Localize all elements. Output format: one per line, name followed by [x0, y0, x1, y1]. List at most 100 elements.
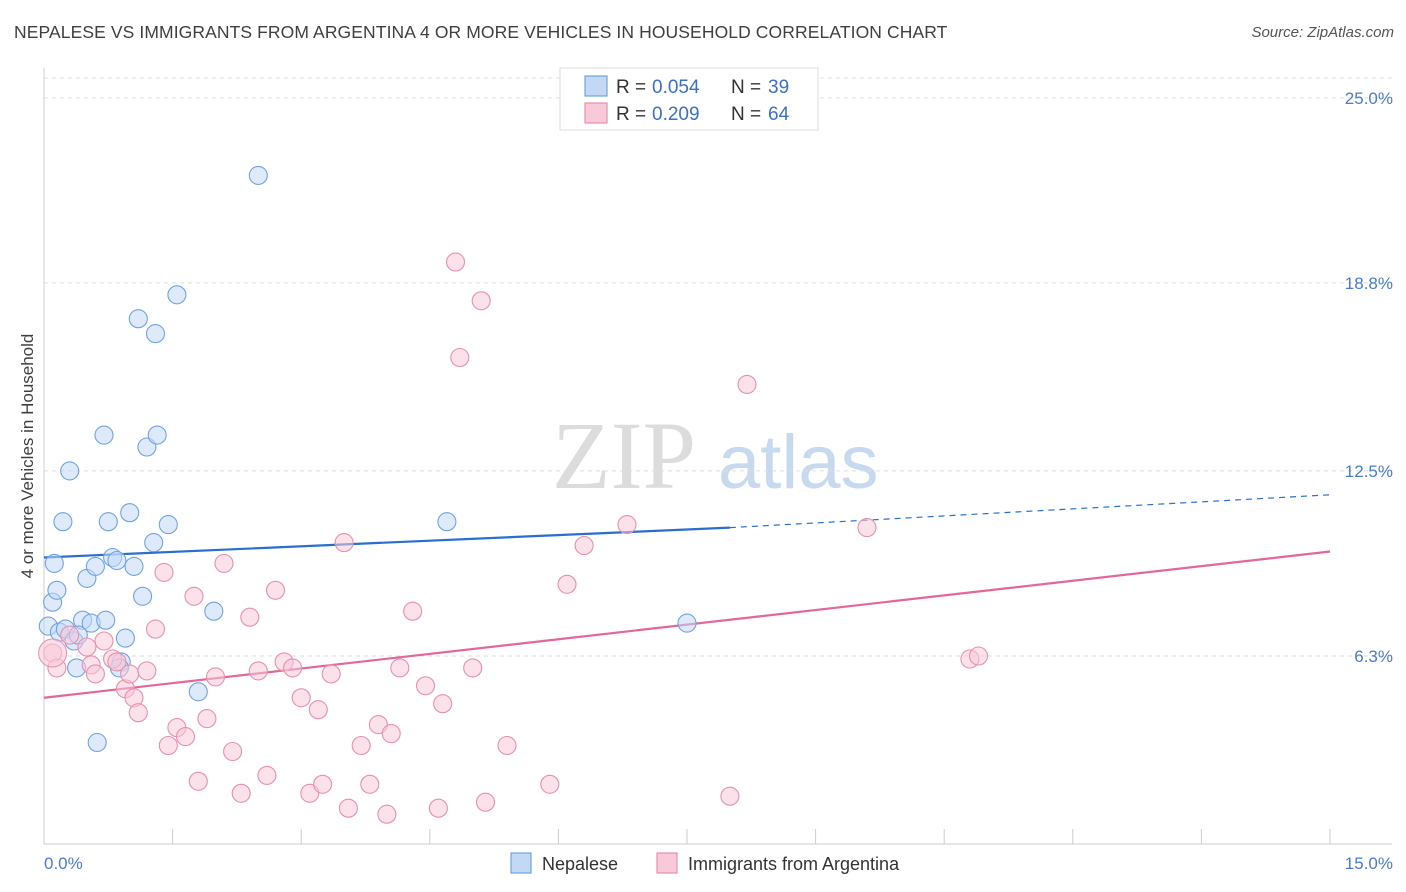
trendline-nepalese: [43, 526, 730, 559]
legend-r-value-nepalese: 0.054: [652, 77, 700, 98]
point-argentina: [77, 637, 97, 657]
x-tick-labels: 0.0% 15.0%: [44, 854, 1393, 873]
point-argentina: [158, 735, 178, 756]
point-argentina: [428, 798, 448, 818]
point-nepalese: [158, 515, 178, 535]
point-argentina: [197, 709, 217, 729]
point-nepalese: [44, 553, 64, 573]
point-nepalese: [167, 285, 187, 305]
bottom-legend-label-argentina: Immigrants from Argentina: [688, 854, 900, 874]
point-argentina: [338, 798, 358, 818]
point-argentina: [265, 580, 286, 600]
point-nepalese: [107, 550, 127, 571]
point-argentina: [433, 694, 453, 714]
point-nepalese: [204, 601, 224, 621]
point-nepalese: [144, 533, 164, 553]
point-argentina: [60, 625, 80, 645]
bottom-legend-swatch-argentina: [656, 852, 678, 874]
legend-swatch-argentina: [584, 102, 608, 124]
point-argentina: [231, 783, 251, 803]
point-argentina: [360, 774, 380, 794]
point-argentina: [471, 291, 491, 311]
point-argentina: [128, 703, 148, 723]
point-argentina: [574, 535, 594, 556]
trendline-nepalese-extension: [729, 494, 1331, 529]
x-tick-marks: [43, 829, 1331, 844]
bottom-legend-swatch-nepalese: [510, 852, 532, 874]
point-nepalese: [437, 512, 457, 532]
point-argentina: [497, 735, 517, 756]
point-argentina: [403, 601, 423, 621]
legend-box: R = 0.054 N = 39 R = 0.209 N = 64: [559, 67, 819, 131]
watermark-atlas: atlas: [718, 420, 879, 505]
y-tick-label: 25.0%: [1345, 89, 1393, 108]
point-argentina: [283, 658, 303, 678]
point-argentina: [313, 774, 333, 794]
legend-swatch-nepalese: [584, 75, 608, 97]
watermark: ZIP atlas: [552, 402, 879, 509]
point-nepalese: [128, 309, 148, 329]
y-tick-label: 6.3%: [1354, 647, 1393, 666]
point-argentina: [291, 688, 311, 708]
point-argentina: [248, 661, 268, 681]
point-argentina: [720, 786, 740, 806]
grid-layer: [44, 77, 1392, 657]
point-nepalese: [115, 628, 135, 648]
point-nepalese: [98, 512, 118, 532]
point-argentina: [205, 667, 226, 687]
point-argentina-large: [38, 638, 68, 668]
point-argentina: [214, 553, 234, 573]
point-nepalese: [53, 512, 73, 532]
legend-n-value-nepalese: 39: [768, 77, 789, 98]
legend-r-label-argentina: R =: [616, 104, 651, 125]
point-argentina: [381, 724, 401, 744]
point-argentina: [351, 735, 371, 756]
x-tick-label: 15.0%: [1345, 854, 1393, 873]
legend-r-value-argentina: 0.209: [652, 104, 700, 125]
bottom-legend-label-nepalese: Nepalese: [542, 854, 618, 874]
point-argentina: [120, 664, 140, 684]
point-argentina: [463, 658, 483, 678]
point-argentina: [85, 664, 105, 684]
legend-r-label-nepalese: R =: [616, 77, 651, 98]
point-argentina: [107, 652, 127, 672]
bottom-legend: Nepalese Immigrants from Argentina: [510, 852, 900, 874]
point-nepalese: [248, 165, 268, 185]
point-nepalese: [120, 503, 140, 523]
point-argentina: [557, 574, 577, 594]
y-tick-label: 18.8%: [1345, 274, 1393, 293]
legend-n-label-argentina: N =: [731, 104, 766, 125]
point-nepalese: [60, 461, 80, 481]
point-argentina: [188, 771, 208, 791]
point-nepalese: [85, 556, 105, 576]
point-argentina: [223, 741, 243, 762]
x-tick-label: 0.0%: [44, 854, 83, 873]
chart-source: Source: ZipAtlas.com: [1251, 24, 1394, 41]
point-argentina: [145, 619, 166, 639]
point-nepalese: [124, 556, 144, 576]
point-argentina: [540, 774, 560, 794]
point-nepalese: [145, 324, 166, 344]
point-argentina: [445, 252, 466, 272]
point-nepalese: [188, 682, 208, 702]
trend-layer: [43, 494, 1331, 699]
point-argentina: [617, 515, 637, 535]
point-argentina: [184, 586, 204, 606]
points-layer: [38, 165, 989, 824]
point-argentina: [390, 658, 410, 678]
point-argentina: [450, 347, 470, 368]
point-argentina: [737, 374, 757, 394]
legend-n-value-argentina: 64: [768, 104, 790, 125]
legend-n-label-nepalese: N =: [731, 77, 766, 98]
point-nepalese: [96, 610, 116, 630]
y-axis-label: 4 or more Vehicles in Household: [18, 334, 37, 579]
point-argentina: [321, 664, 341, 684]
watermark-zip: ZIP: [552, 402, 696, 509]
point-argentina: [154, 562, 174, 582]
point-argentina: [475, 792, 496, 812]
point-argentina: [857, 518, 877, 538]
point-nepalese: [147, 425, 167, 445]
point-argentina: [308, 700, 328, 720]
point-nepalese: [87, 732, 107, 753]
